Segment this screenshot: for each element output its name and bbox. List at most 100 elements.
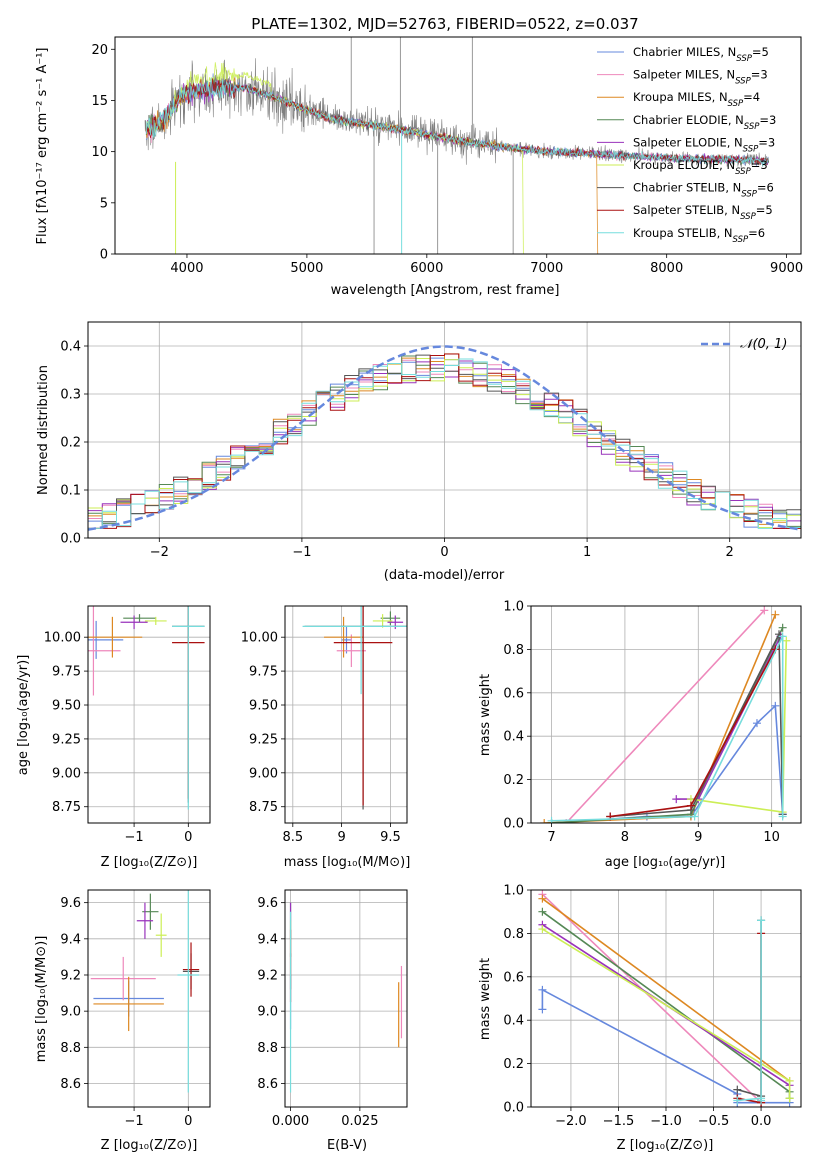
y-tick-label: 8.6 [257,1077,278,1092]
x-tick-label: 7000 [530,261,563,276]
y-tick-label: 0.8 [503,643,524,658]
y-tick-label: 9.25 [52,732,81,747]
residual-plot-area: −2 −1 0 1 2 0.0 0.1 0.2 0.3 0.4 [60,321,802,560]
mass-vs-metallicity-panel: −1 0 8.6 8.8 9.0 9.2 9.4 9.6 Z [log₁₀(Z/Z⊙)] ma… [34,889,211,1153]
x-tick-label: −1 [292,545,311,560]
data-point-marker [540,819,549,823]
y-tick-label: 0.1 [60,484,81,499]
y-tick-label: 10 [91,145,108,160]
x-tick-label: 9.5 [380,830,401,845]
legend-label: Salpeter ELODIE, NSSP=3 [633,135,775,154]
y-tick-label: 0.2 [503,773,524,788]
y-tick-label: 0.4 [503,730,524,745]
y-tick-label: 0.6 [503,970,524,985]
y-tick-label: 9.00 [249,766,278,781]
y-tick-label: 0.0 [60,532,81,547]
series-line [737,920,762,1103]
x-tick-label: 2 [726,545,734,560]
histogram-step [88,358,801,529]
y-tick-label: 0.4 [503,1014,524,1029]
x-axis-label: mass [log₁₀(M/M⊙)] [284,855,411,870]
plot-area: −2.0 −1.5 −1.0 −0.5 0.0 0.0 0.2 0.4 0.6 0.8 1.0 [503,884,802,1129]
series-line [541,898,791,1082]
x-tick-label: −1.0 [650,1114,682,1129]
y-tick-label: 9.00 [52,766,81,781]
data-point-marker [538,925,547,934]
data-point-marker [757,1096,766,1105]
y-tick-label: 8.75 [249,800,278,815]
age-vs-mass-panel: 8.5 9 9.5 8.75 9.00 9.25 9.50 9.75 10.00 mass [l… [241,605,411,870]
series-line [541,893,762,1104]
x-tick-label: 0.0 [751,1114,772,1129]
y-tick-label: 9.75 [249,665,278,680]
legend: 𝒩(0, 1) [701,337,787,352]
data-point-marker [760,606,769,615]
x-tick-label: 7 [547,830,555,845]
series-group [538,890,794,1107]
y-tick-label: 1.0 [503,600,524,615]
data-point-marker [538,985,547,994]
y-tick-label: 8.6 [60,1077,81,1092]
massweight-vs-metallicity-panel: −2.0 −1.5 −1.0 −0.5 0.0 0.0 0.2 0.4 0.6 0.8 1.0 Z … [478,884,802,1153]
errorbar-group [302,606,407,810]
legend: Chabrier MILES, NSSP=5 Salpeter MILES, NS… [597,45,776,245]
model-spectrum-line [145,78,769,165]
y-tick-label: 8.75 [52,800,81,815]
massweight-vs-age-panel: 7 8 9 10 0.0 0.2 0.4 0.6 0.8 1.0 age [log₁₀(age/y… [478,600,802,870]
legend-label: 𝒩(0, 1) [740,337,787,352]
series-line [610,633,784,818]
axes-frame [284,605,408,824]
data-point-marker [538,907,547,916]
spectrum-series-group [144,37,769,254]
data-point-marker [778,623,787,632]
data-point-marker [757,916,766,925]
y-tick-label: 9.4 [60,932,81,947]
y-axis-label: mass weight [478,674,493,756]
x-tick-label: 8 [621,830,629,845]
spectrum-plot-area: 4000 5000 6000 7000 8000 9000 0 5 10 15 20 [91,36,803,276]
series-line [551,627,784,823]
x-tick-label: 0 [184,830,192,845]
y-tick-label: 0.4 [60,340,81,355]
axes-frame [284,889,408,1108]
y-tick-label: 9.4 [257,932,278,947]
axes-frame [87,889,211,1108]
x-tick-label: 5000 [290,261,323,276]
data-point-marker [782,636,791,645]
legend-label: Kroupa MILES, NSSP=4 [633,90,760,109]
y-tick-label: 8.8 [60,1041,81,1056]
y-tick-label: 0 [100,248,108,263]
plot-area: 7 8 9 10 0.0 0.2 0.4 0.6 0.8 1.0 [503,600,802,845]
model-spectrum-line [145,77,599,254]
x-axis-label: E(B-V) [327,1138,367,1153]
x-tick-label: 1 [583,545,591,560]
legend-label: Chabrier ELODIE, NSSP=3 [633,113,776,132]
data-point-marker [733,1085,742,1094]
x-tick-label: −1 [125,1114,144,1129]
x-tick-label: 8000 [650,261,683,276]
legend-label: Kroupa STELIB, NSSP=6 [633,226,765,245]
data-point-marker [785,1094,794,1103]
axes-frame [530,889,802,1108]
series-line [737,933,762,1104]
y-axis-label: mass [log₁₀(M/M⊙)] [34,936,49,1063]
y-tick-label: 1.0 [503,884,524,899]
errorbar-group [289,902,403,1093]
y-tick-label: 0.0 [503,1101,524,1116]
y-tick-label: 0.2 [503,1057,524,1072]
residual-panel: −2 −1 0 1 2 0.0 0.1 0.2 0.3 0.4 (data-model)/erro… [36,321,802,583]
y-tick-label: 9.0 [257,1005,278,1020]
x-axis-label: (data-model)/error [384,568,505,583]
y-axis-label: Normed distribution [36,365,51,495]
y-tick-label: 0.3 [60,388,81,403]
y-tick-label: 0.2 [60,436,81,451]
plot-area: 8.5 9 9.5 8.75 9.00 9.25 9.50 9.75 10.00 [241,605,408,845]
data-point-marker [547,816,556,823]
histogram-step [88,353,801,529]
y-tick-label: 9.25 [249,732,278,747]
y-tick-label: 5 [100,196,108,211]
x-tick-label: −1.5 [603,1114,635,1129]
data-point-marker [733,1096,742,1105]
model-spectrum-line [145,77,769,167]
